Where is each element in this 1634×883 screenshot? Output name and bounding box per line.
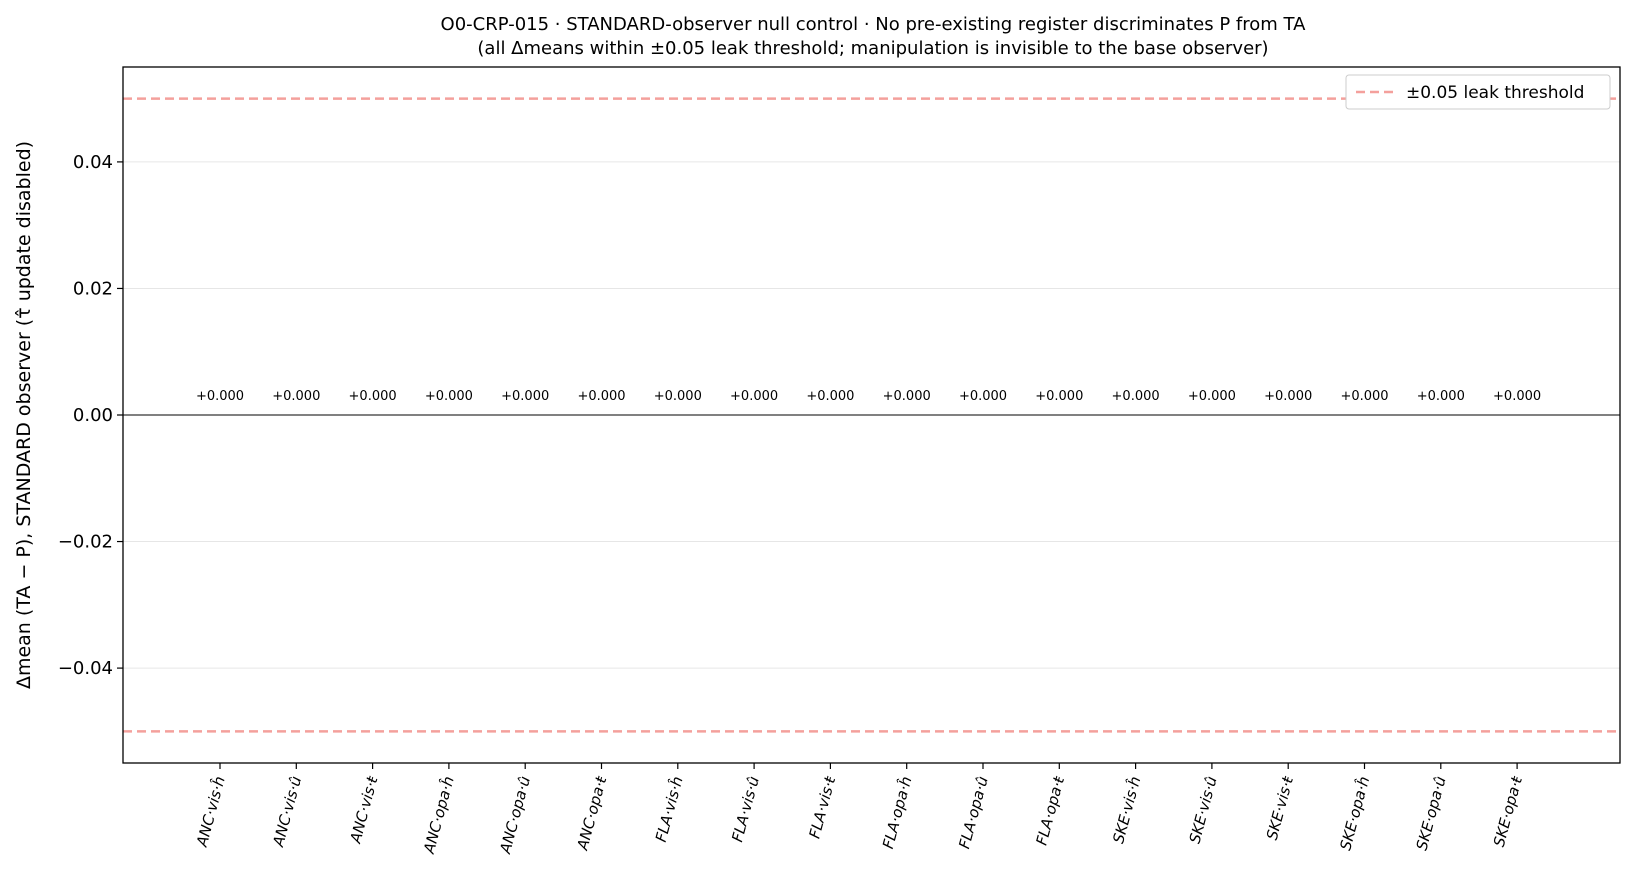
plot-frame xyxy=(122,66,1621,764)
data-label: +0.000 xyxy=(730,389,778,404)
x-tick-label: FLA·opa·ŧ xyxy=(1033,773,1069,847)
data-label: +0.000 xyxy=(1035,389,1083,404)
data-label: +0.000 xyxy=(654,389,702,404)
x-tick-label: SKE·opa·ŧ xyxy=(1490,773,1526,848)
data-label: +0.000 xyxy=(501,389,549,404)
y-axis-label: Δmean (TA − P), STANDARD observer (τ̂ up… xyxy=(13,141,35,689)
data-label: +0.000 xyxy=(272,389,320,404)
chart-title: O0-CRP-015 · STANDARD-observer null cont… xyxy=(441,14,1307,35)
legend-box xyxy=(1345,74,1611,110)
y-tick-label: −0.02 xyxy=(58,532,113,553)
data-label: +0.000 xyxy=(1340,389,1388,404)
x-tick-label: SKE·opa·ĥ xyxy=(1335,774,1373,852)
y-tick-label: 0.00 xyxy=(73,405,113,426)
x-tick-label: FLA·vis·ĥ xyxy=(651,774,687,844)
grid-layer xyxy=(123,161,1620,669)
x-tick-label: ANC·vis·ŧ xyxy=(346,773,382,846)
data-label: +0.000 xyxy=(1188,389,1236,404)
data-labels: +0.000 +0.000 +0.000 +0.000 +0.000 +0.000 +0.0… xyxy=(196,389,1541,404)
x-tick-label: SKE·vis·ŧ xyxy=(1263,773,1298,842)
x-tick-label: ANC·vis·ĥ xyxy=(192,774,229,849)
y-tick-label: 0.02 xyxy=(73,278,113,299)
data-label: +0.000 xyxy=(883,389,931,404)
x-tick-label: FLA·opa·ĥ xyxy=(878,774,916,851)
x-axis: ANC·vis·ĥ ANC·vis·û ANC·vis·ŧ ANC·opa·ĥ ANC·… xyxy=(192,763,1526,856)
y-axis: −0.04 −0.02 0.00 0.02 0.04 xyxy=(58,152,123,679)
data-label: +0.000 xyxy=(196,389,244,404)
x-tick-label: FLA·opa·û xyxy=(955,774,992,850)
x-tick-label: ANC·opa·ŧ xyxy=(573,773,610,852)
legend-threshold-label: ±0.05 leak threshold xyxy=(1406,83,1584,103)
threshold-layer xyxy=(123,97,1620,733)
data-label: +0.000 xyxy=(1264,389,1312,404)
x-tick-label: SKE·vis·ĥ xyxy=(1108,774,1144,845)
x-tick-label: ANC·vis·û xyxy=(269,774,305,849)
data-label: +0.000 xyxy=(959,389,1007,404)
data-label: +0.000 xyxy=(577,389,625,404)
x-tick-label: FLA·vis·ŧ xyxy=(805,773,839,840)
x-tick-label: SKE·opa·û xyxy=(1413,774,1450,852)
y-tick-label: 0.04 xyxy=(73,152,113,173)
x-tick-label: FLA·vis·û xyxy=(728,774,763,844)
data-label: +0.000 xyxy=(806,389,854,404)
data-label: +0.000 xyxy=(425,389,473,404)
data-label: +0.000 xyxy=(1112,389,1160,404)
data-label: +0.000 xyxy=(349,389,397,404)
data-label: +0.000 xyxy=(1493,389,1541,404)
legend: ±0.05 leak threshold xyxy=(1345,74,1611,110)
y-tick-label: −0.04 xyxy=(58,658,113,679)
x-tick-label: SKE·vis·û xyxy=(1186,774,1221,845)
chart-subtitle: (all Δmeans within ±0.05 leak threshold;… xyxy=(477,38,1268,59)
x-tick-label: ANC·opa·û xyxy=(496,774,534,856)
x-tick-label: ANC·opa·ĥ xyxy=(419,774,458,856)
data-label: +0.000 xyxy=(1417,389,1465,404)
